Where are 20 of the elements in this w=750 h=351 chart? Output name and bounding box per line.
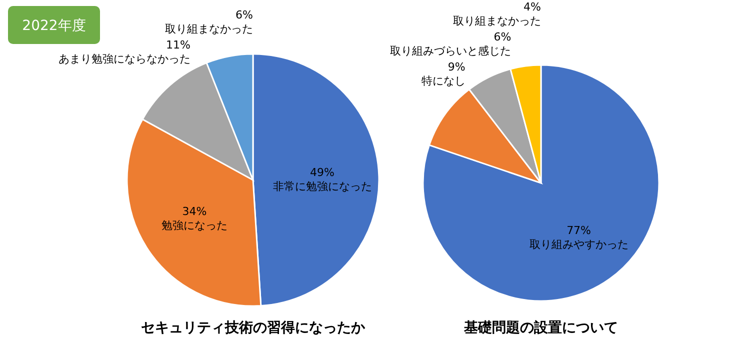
slice-label: 取り組みやすかった (529, 238, 628, 251)
text: 2022年度 (22, 18, 86, 34)
data-label: 4% (524, 0, 541, 14)
slice-label: 非常に勉強になった (272, 180, 372, 193)
data-label: 6% (236, 8, 253, 22)
slice-label: 勉強になった (161, 219, 228, 232)
slice-label: 取り組みづらいと感じた (390, 44, 512, 58)
data-label: 9% (448, 60, 466, 74)
data-label: 34% (182, 205, 207, 218)
data-label: 49% (310, 166, 334, 179)
data-label: 11% (166, 38, 191, 52)
text: 基礎問題の設置について (463, 320, 618, 336)
slice-label: 取り組まなかった (165, 22, 253, 36)
data-label: 6% (494, 30, 512, 44)
data-label: 77% (566, 224, 592, 237)
slice-label: 特になし (421, 74, 466, 88)
slice-label: 取り組まなかった (453, 14, 541, 28)
text: セキュリティ技術の習得になったか (141, 320, 366, 336)
pie-slice (422, 64, 660, 302)
slice-label: あまり勉強にならなかった (58, 52, 191, 66)
